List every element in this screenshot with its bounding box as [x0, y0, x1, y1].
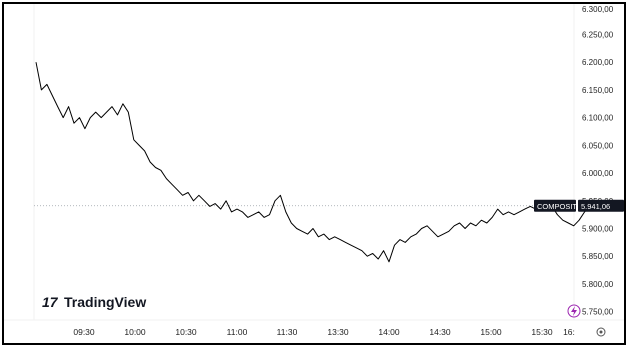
plot-area[interactable]: [4, 4, 574, 320]
time-tick-label: 11:30: [277, 327, 298, 337]
price-tick-label: 6.150,00: [582, 86, 614, 95]
series-name-label: COMPOSITE: [537, 202, 582, 211]
last-price-badge: COMPOSITE 5.941,06: [534, 199, 624, 212]
last-value-badge: [578, 199, 624, 212]
price-axis[interactable]: 6.250,00 6.200,00 6.150,00 6.100,00 6.050,00…: [582, 5, 614, 317]
last-value-label: 5.941,06: [581, 202, 610, 211]
price-tick-label: 6.000,00: [582, 169, 614, 178]
time-tick-label: 14:30: [429, 327, 451, 337]
price-tick-label: 5.900,00: [582, 225, 614, 234]
price-tick-label: 5.750,00: [582, 308, 614, 317]
chart-frame: 6.250,00 6.200,00 6.150,00 6.100,00 6.050,00…: [2, 2, 626, 345]
time-tick-label: 13:30: [327, 327, 349, 337]
tradingview-logo-mark: 17: [42, 294, 59, 310]
series-name-badge: [534, 199, 576, 212]
price-tick-label-partial: 6.300,00: [582, 5, 614, 14]
price-tick-label: 5.850,00: [582, 252, 614, 261]
time-axis[interactable]: 09:30 10:00 10:30 11:00 11:30 13:30 14:00 14:30…: [73, 327, 575, 337]
price-tick-label: 5.800,00: [582, 280, 614, 289]
price-tick-label: 6.200,00: [582, 58, 614, 67]
tradingview-logo[interactable]: 17 TradingView: [42, 294, 146, 310]
time-tick-label: 09:30: [73, 327, 95, 337]
price-tick-label: 6.250,00: [582, 30, 614, 39]
tradingview-logo-text: TradingView: [64, 294, 146, 310]
time-tick-label: 11:00: [227, 327, 248, 337]
series-line-composite[interactable]: [35, 62, 591, 263]
price-tick-label: 6.050,00: [582, 141, 614, 150]
lightning-icon[interactable]: [567, 304, 581, 318]
time-tick-label: 14:00: [378, 327, 400, 337]
settings-icon[interactable]: [596, 327, 606, 337]
price-tick-label: 6.100,00: [582, 114, 614, 123]
time-tick-label: 16:: [563, 327, 575, 337]
line-chart[interactable]: 6.250,00 6.200,00 6.150,00 6.100,00 6.050,00…: [4, 4, 624, 343]
time-tick-label: 15:00: [480, 327, 502, 337]
time-tick-label: 15:30: [531, 327, 553, 337]
time-tick-label: 10:30: [175, 327, 197, 337]
time-tick-label: 10:00: [124, 327, 146, 337]
